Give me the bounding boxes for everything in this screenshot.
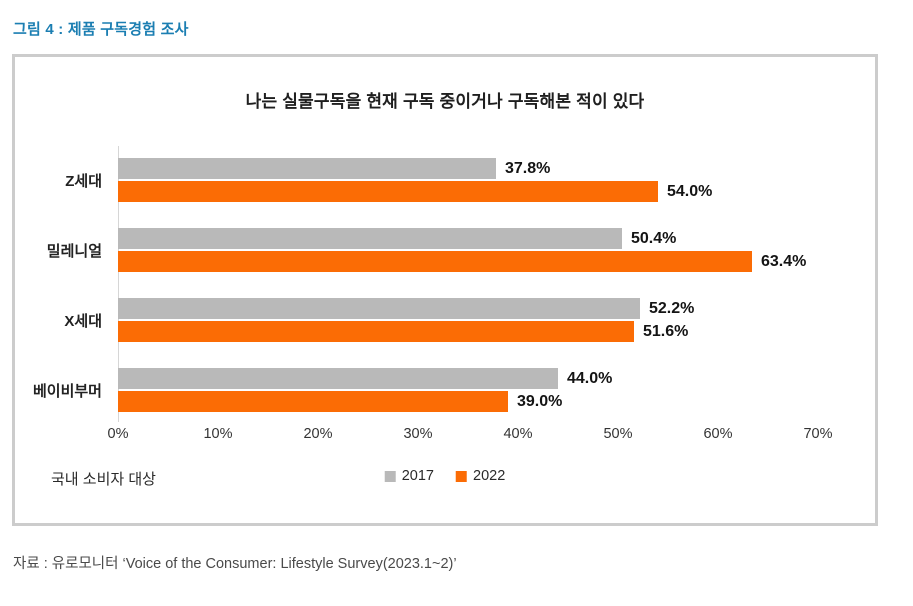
bar-row-2022: 54.0%	[118, 181, 875, 202]
value-label: 37.8%	[505, 159, 551, 177]
bar-groups: Z세대 37.8% 54.0% 밀레니얼 50.4% 63.4% X세대 52.2% 51.6%…	[15, 158, 875, 412]
x-tick-label: 30%	[403, 426, 433, 442]
bar-2017	[118, 158, 496, 179]
legend-label-2022: 2022	[473, 468, 506, 484]
bar-2017	[118, 368, 558, 389]
plot-area: Z세대 37.8% 54.0% 밀레니얼 50.4% 63.4% X세대 52.2% 51.6%…	[15, 146, 875, 422]
x-tick-label: 60%	[703, 426, 733, 442]
y-axis-line	[118, 146, 119, 422]
legend-label-2017: 2017	[401, 468, 434, 484]
bar-row-2022: 51.6%	[118, 321, 875, 342]
value-label: 54.0%	[667, 182, 713, 200]
legend-item-2017: 2017	[384, 468, 434, 484]
chart-card: 나는 실물구독을 현재 구독 중이거나 구독해본 적이 있다 Z세대 37.8% 5…	[12, 54, 878, 526]
bar-2022	[118, 391, 508, 412]
value-label: 63.4%	[761, 252, 807, 270]
source-text: 자료 : 유로모니터 ‘Voice of the Consumer: Lifes…	[13, 556, 457, 572]
category-label: 베이비부머	[32, 382, 102, 400]
figure-title: 그림 4 : 제품 구독경험 조사	[13, 21, 189, 38]
bar-row-2017: 44.0%	[118, 368, 875, 389]
bar-group: 밀레니얼 50.4% 63.4%	[15, 228, 875, 272]
value-label: 52.2%	[649, 299, 695, 317]
x-tick-label: 70%	[803, 426, 833, 442]
legend: 2017 2022	[384, 468, 505, 484]
bar-pair: 52.2% 51.6%	[118, 298, 875, 342]
bar-group: Z세대 37.8% 54.0%	[15, 158, 875, 202]
bar-row-2022: 39.0%	[118, 391, 875, 412]
x-tick-label: 20%	[303, 426, 333, 442]
category-label: X세대	[64, 312, 102, 330]
x-tick-label: 40%	[503, 426, 533, 442]
bar-group: 베이비부머 44.0% 39.0%	[15, 368, 875, 412]
x-tick-label: 50%	[603, 426, 633, 442]
chart-title: 나는 실물구독을 현재 구독 중이거나 구독해본 적이 있다	[245, 92, 645, 111]
bar-row-2017: 37.8%	[118, 158, 875, 179]
bar-2022	[118, 251, 752, 272]
category-label: 밀레니얼	[46, 242, 102, 260]
value-label: 51.6%	[643, 322, 689, 340]
bar-pair: 50.4% 63.4%	[118, 228, 875, 272]
value-label: 44.0%	[567, 369, 613, 387]
bar-2017	[118, 298, 640, 319]
value-label: 50.4%	[631, 229, 677, 247]
bar-group: X세대 52.2% 51.6%	[15, 298, 875, 342]
x-tick-label: 10%	[203, 426, 233, 442]
bar-2022	[118, 181, 658, 202]
bar-2022	[118, 321, 634, 342]
x-axis: 0% 10% 20% 30% 40% 50% 60% 70%	[108, 416, 875, 448]
legend-item-2022: 2022	[456, 468, 505, 484]
chart-footer: 국내 소비자 대상 2017 2022	[15, 466, 875, 490]
bar-pair: 37.8% 54.0%	[118, 158, 875, 202]
legend-swatch-2022	[456, 470, 467, 482]
footer-note: 국내 소비자 대상	[51, 471, 156, 488]
value-label: 39.0%	[517, 392, 563, 410]
bar-row-2017: 52.2%	[118, 298, 875, 319]
bar-pair: 44.0% 39.0%	[118, 368, 875, 412]
bar-2017	[118, 228, 622, 249]
category-label: Z세대	[65, 172, 102, 190]
x-tick-label: 0%	[107, 426, 129, 442]
bar-row-2022: 63.4%	[118, 251, 875, 272]
legend-swatch-2017	[384, 470, 396, 482]
bar-row-2017: 50.4%	[118, 228, 875, 249]
